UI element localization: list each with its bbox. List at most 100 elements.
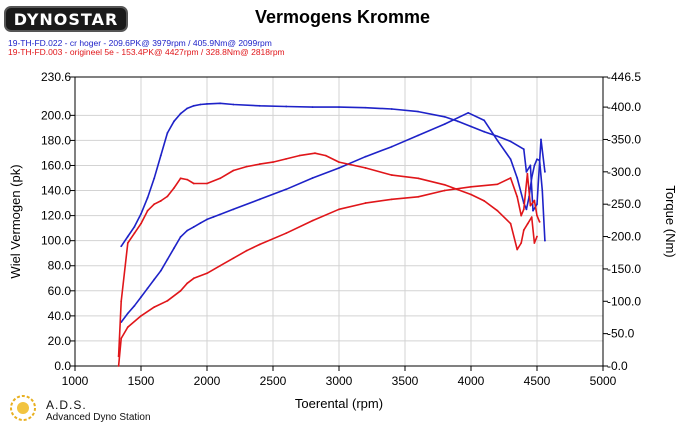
data-point	[467, 111, 470, 114]
y-left-tick-label: 100.0	[41, 234, 71, 248]
data-point	[232, 103, 235, 106]
y-right-tick-label: -446.5	[607, 70, 641, 84]
data-point	[192, 225, 195, 228]
data-point	[199, 222, 202, 225]
y-right-tick-label: -50.0	[607, 327, 635, 341]
data-point	[245, 165, 248, 168]
x-tick-label: 2500	[260, 374, 287, 388]
y-right-tick-label: -350.0	[607, 132, 641, 146]
data-point	[140, 314, 142, 317]
data-point	[417, 110, 420, 113]
x-tick-label: 3000	[326, 374, 353, 388]
data-point	[417, 195, 420, 198]
y-left-tick-label: 230.6	[41, 70, 71, 84]
data-point	[443, 183, 446, 186]
data-point	[338, 161, 340, 164]
x-tick-label: 2000	[194, 374, 221, 388]
y-left-tick-label: 140.0	[41, 184, 71, 198]
x-tick-label: 1000	[62, 374, 89, 388]
data-point	[285, 232, 288, 235]
data-point	[522, 148, 525, 151]
data-point	[509, 222, 512, 225]
data-point	[509, 158, 512, 161]
data-point	[390, 108, 393, 110]
x-axis-label: Toerental (rpm)	[295, 396, 383, 411]
data-point	[232, 257, 235, 260]
data-point	[179, 177, 182, 180]
data-point	[120, 300, 123, 303]
data-point	[159, 200, 162, 202]
data-point	[533, 199, 536, 202]
data-point	[219, 102, 221, 105]
data-point	[311, 177, 314, 179]
data-point	[314, 152, 316, 155]
data-point	[232, 208, 235, 211]
data-point	[516, 177, 519, 179]
data-point	[443, 189, 446, 192]
data-point	[364, 202, 367, 204]
data-point	[298, 154, 301, 157]
data-point	[390, 145, 393, 148]
data-point	[179, 236, 182, 238]
data-point	[258, 163, 261, 165]
data-point	[159, 269, 162, 272]
data-point	[540, 138, 542, 141]
data-point	[166, 258, 169, 261]
data-point	[206, 272, 208, 275]
data-point	[117, 365, 120, 367]
data-point	[516, 248, 519, 251]
y-left-axis-label: Wiel Vermogen (pk)	[8, 164, 23, 278]
data-point	[533, 242, 536, 244]
data-point	[126, 235, 129, 238]
data-point	[536, 214, 538, 217]
data-point	[522, 208, 525, 211]
data-point	[146, 287, 149, 290]
dynostar-logo: DYNOSTAR	[4, 6, 128, 32]
data-point	[140, 296, 142, 298]
y-left-tick-label: 160.0	[41, 158, 71, 172]
data-point	[470, 185, 472, 188]
data-point	[509, 140, 512, 143]
series-line-torque-3	[117, 152, 538, 357]
data-point	[258, 243, 261, 246]
data-point	[120, 245, 123, 248]
data-point	[526, 172, 529, 175]
data-point	[496, 135, 499, 138]
data-point	[186, 229, 189, 232]
data-point	[146, 209, 149, 212]
data-point	[525, 170, 528, 173]
data-point	[532, 209, 534, 212]
data-point	[338, 106, 340, 108]
y-right-tick-label: -150.0	[607, 262, 641, 276]
x-tick-label: 5000	[590, 374, 617, 388]
data-point	[311, 106, 314, 108]
y-right-tick-label: -400.0	[607, 100, 641, 114]
plot-frame	[74, 76, 604, 367]
data-point	[456, 120, 459, 123]
data-point	[133, 225, 136, 228]
data-point	[483, 200, 486, 202]
data-point	[192, 277, 195, 280]
data-point	[192, 104, 195, 107]
data-point	[483, 130, 486, 133]
data-point	[179, 112, 182, 115]
y-right-tick-label: -200.0	[607, 230, 641, 244]
run-2-label: 19-TH-FD.003 - origineel 5e - 153.4PK@ 4…	[8, 47, 285, 57]
data-point	[258, 104, 261, 107]
data-point	[140, 222, 142, 225]
data-point	[536, 203, 538, 206]
data-point	[509, 177, 512, 179]
data-point	[219, 177, 222, 180]
data-point	[390, 174, 393, 176]
x-tick-label: 4500	[524, 374, 551, 388]
y-right-tick-label: -300.0	[607, 165, 641, 179]
data-point	[417, 134, 420, 137]
data-point	[533, 164, 536, 167]
x-tick-label: 1500	[128, 374, 155, 388]
data-point	[364, 155, 367, 158]
data-point	[186, 107, 189, 110]
run-1-label: 19-TH-FD.022 - cr hoger - 209.6PK@ 3979r…	[8, 38, 272, 48]
data-point	[529, 204, 532, 207]
data-point	[153, 306, 156, 308]
data-point	[258, 198, 261, 201]
